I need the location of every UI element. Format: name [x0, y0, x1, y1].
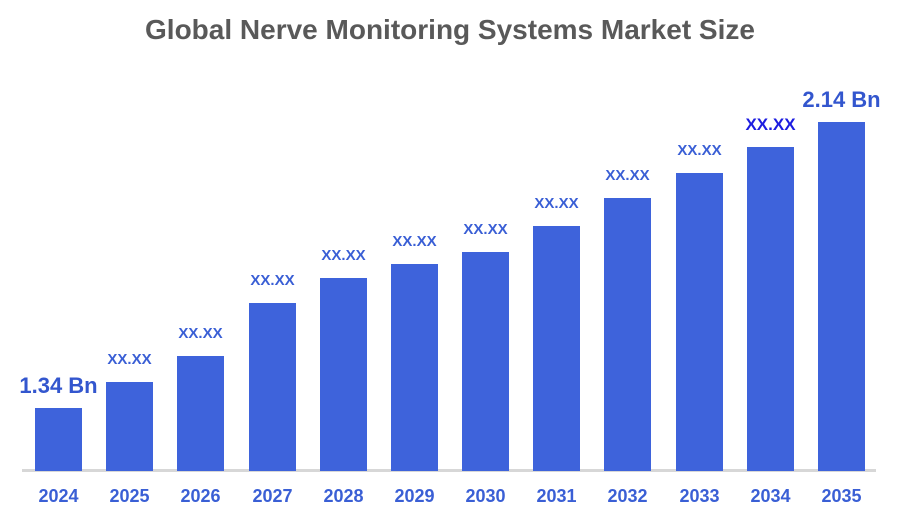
bar-2026 [177, 356, 224, 471]
x-tick-label-2029: 2029 [394, 486, 435, 506]
bar-2035 [818, 122, 865, 471]
bar-2029 [391, 264, 438, 471]
value-label-2026: XX.XX [178, 325, 223, 342]
value-label-2032: XX.XX [605, 167, 650, 184]
value-label-2031: XX.XX [534, 195, 579, 212]
bar-2025 [106, 382, 153, 471]
chart-title: Global Nerve Monitoring Systems Market S… [145, 14, 755, 45]
bar-2024 [35, 408, 82, 471]
x-tick-label-2033: 2033 [679, 486, 720, 506]
x-tick-label-2035: 2035 [821, 486, 862, 506]
x-tick-label-2034: 2034 [750, 486, 791, 506]
x-tick-label-2026: 2026 [180, 486, 221, 506]
value-label-2029: XX.XX [392, 233, 437, 250]
bar-2028 [320, 278, 367, 471]
value-label-2028: XX.XX [321, 247, 366, 264]
value-label-2035: 2.14 Bn [802, 87, 881, 112]
value-label-2033: XX.XX [677, 142, 722, 159]
value-label-2034: XX.XX [745, 115, 796, 134]
value-label-2025: XX.XX [107, 351, 152, 368]
bar-2034 [747, 147, 794, 471]
x-tick-label-2030: 2030 [465, 486, 506, 506]
bar-2027 [249, 303, 296, 471]
x-tick-label-2028: 2028 [323, 486, 364, 506]
bar-2031 [533, 226, 580, 471]
value-label-2024: 1.34 Bn [19, 373, 98, 398]
bar-2032 [604, 198, 651, 471]
x-tick-label-2024: 2024 [38, 486, 79, 506]
x-tick-label-2025: 2025 [109, 486, 150, 506]
value-label-2027: XX.XX [250, 272, 295, 289]
x-tick-label-2032: 2032 [607, 486, 648, 506]
x-axis-line [22, 469, 876, 472]
x-tick-label-2027: 2027 [252, 486, 293, 506]
bar-2030 [462, 252, 509, 471]
value-label-2030: XX.XX [463, 221, 508, 238]
bar-2033 [676, 173, 723, 471]
x-tick-label-2031: 2031 [536, 486, 577, 506]
